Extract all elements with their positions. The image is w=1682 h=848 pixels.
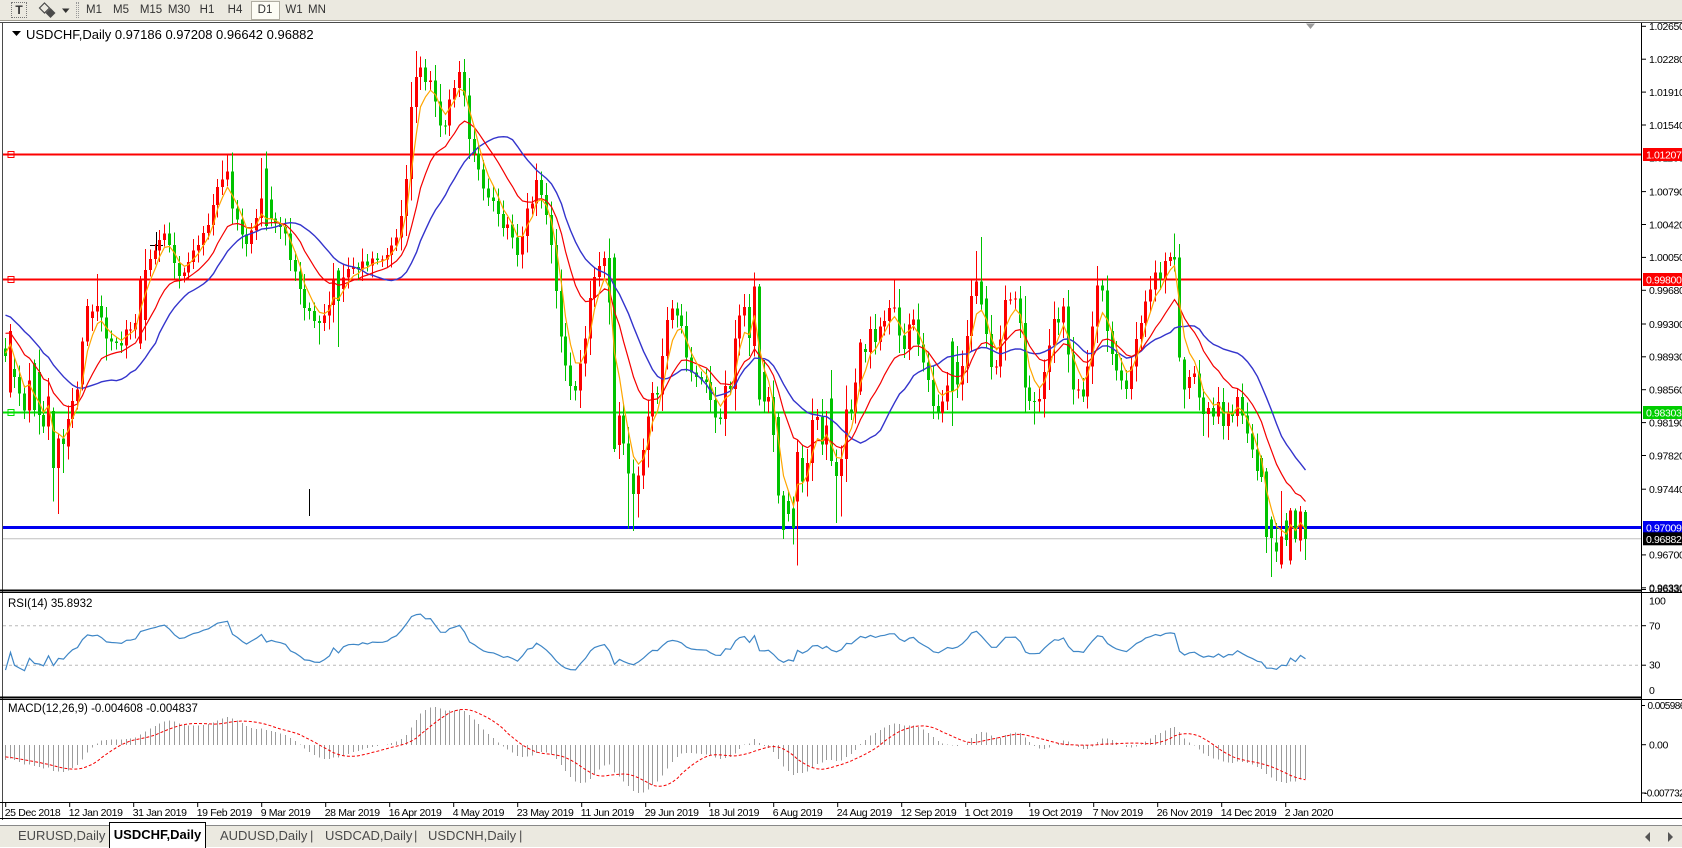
svg-text:1.01207: 1.01207 xyxy=(1646,150,1682,162)
svg-text:0: 0 xyxy=(1649,685,1655,697)
svg-text:1.00790: 1.00790 xyxy=(1649,186,1682,198)
svg-text:1.01910: 1.01910 xyxy=(1649,87,1682,99)
svg-text:28 Mar 2019: 28 Mar 2019 xyxy=(325,807,381,819)
svg-text:0.99800: 0.99800 xyxy=(1646,275,1682,287)
svg-text:RSI(14) 35.8932: RSI(14) 35.8932 xyxy=(8,598,92,610)
svg-text:1.01540: 1.01540 xyxy=(1649,120,1682,132)
svg-text:0.96700: 0.96700 xyxy=(1649,550,1682,562)
svg-text:1.00420: 1.00420 xyxy=(1649,219,1682,231)
svg-text:4 May 2019: 4 May 2019 xyxy=(453,807,505,819)
svg-text:100: 100 xyxy=(1649,596,1666,608)
svg-text:9 Mar 2019: 9 Mar 2019 xyxy=(261,807,311,819)
svg-text:0.99300: 0.99300 xyxy=(1649,319,1682,331)
svg-text:7 Nov 2019: 7 Nov 2019 xyxy=(1093,807,1144,819)
svg-text:0.96882: 0.96882 xyxy=(1646,534,1682,546)
svg-text:1 Oct 2019: 1 Oct 2019 xyxy=(965,807,1013,819)
svg-text:2 Jan 2020: 2 Jan 2020 xyxy=(1285,807,1334,819)
svg-text:16 Apr 2019: 16 Apr 2019 xyxy=(389,807,442,819)
svg-text:USDCHF,Daily 0.97186 0.97208: USDCHF,Daily 0.97186 0.97208 0.96642 0.9… xyxy=(26,27,314,42)
svg-text:1.00050: 1.00050 xyxy=(1649,252,1682,264)
svg-text:0.98303: 0.98303 xyxy=(1646,408,1682,420)
svg-text:0.97440: 0.97440 xyxy=(1649,484,1682,496)
svg-text:0.98560: 0.98560 xyxy=(1649,385,1682,397)
svg-text:70: 70 xyxy=(1649,621,1660,633)
svg-text:31 Jan 2019: 31 Jan 2019 xyxy=(133,807,187,819)
svg-text:19 Oct 2019: 19 Oct 2019 xyxy=(1029,807,1083,819)
svg-text:26 Nov 2019: 26 Nov 2019 xyxy=(1157,807,1213,819)
svg-text:1.02280: 1.02280 xyxy=(1649,54,1682,66)
svg-text:30: 30 xyxy=(1649,660,1660,672)
svg-text:0.98930: 0.98930 xyxy=(1649,352,1682,364)
svg-text:-0.007732: -0.007732 xyxy=(1644,789,1682,800)
svg-text:12 Jan 2019: 12 Jan 2019 xyxy=(69,807,123,819)
svg-text:1.02650: 1.02650 xyxy=(1649,21,1682,33)
svg-text:23 May 2019: 23 May 2019 xyxy=(517,807,574,819)
svg-text:18 Jul 2019: 18 Jul 2019 xyxy=(709,807,760,819)
svg-text:0.99680: 0.99680 xyxy=(1649,285,1682,297)
svg-text:0.00: 0.00 xyxy=(1649,740,1669,752)
svg-text:0.005986: 0.005986 xyxy=(1648,701,1682,712)
svg-text:19 Feb 2019: 19 Feb 2019 xyxy=(197,807,253,819)
svg-text:14 Dec 2019: 14 Dec 2019 xyxy=(1221,807,1277,819)
svg-text:12 Sep 2019: 12 Sep 2019 xyxy=(901,807,957,819)
svg-text:0.97820: 0.97820 xyxy=(1649,450,1682,462)
svg-text:25 Dec 2018: 25 Dec 2018 xyxy=(5,807,61,819)
svg-text:MACD(12,26,9) -0.004608 -0.004: MACD(12,26,9) -0.004608 -0.004837 xyxy=(8,703,198,715)
svg-text:24 Aug 2019: 24 Aug 2019 xyxy=(837,807,893,819)
svg-text:11 Jun 2019: 11 Jun 2019 xyxy=(581,807,635,819)
svg-text:0.96330: 0.96330 xyxy=(1649,584,1682,596)
svg-text:6 Aug 2019: 6 Aug 2019 xyxy=(773,807,823,819)
svg-text:29 Jun 2019: 29 Jun 2019 xyxy=(645,807,699,819)
